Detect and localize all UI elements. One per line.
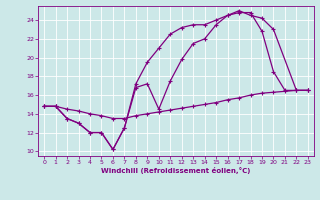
X-axis label: Windchill (Refroidissement éolien,°C): Windchill (Refroidissement éolien,°C): [101, 167, 251, 174]
